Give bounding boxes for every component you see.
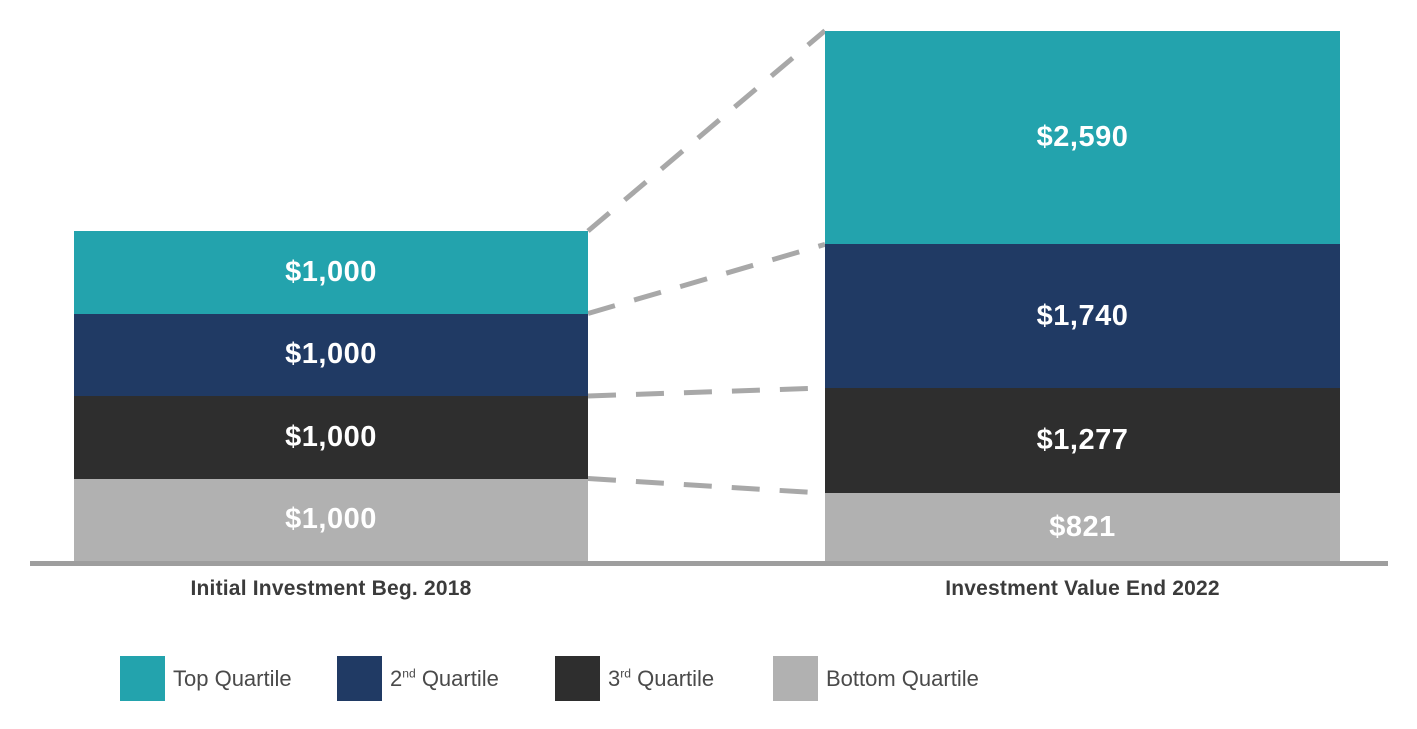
- segment-value-label: $1,000: [285, 255, 377, 288]
- segment-value-label: $1,000: [285, 503, 377, 536]
- legend-label: Top Quartile: [173, 665, 292, 691]
- segment-value-label: $1,277: [1036, 424, 1129, 457]
- dashed-connector-line: [586, 28, 827, 233]
- bar-segment: $1,000: [74, 396, 588, 479]
- bar-segment: $1,277: [825, 387, 1340, 494]
- bar-segment: $1,000: [74, 313, 588, 396]
- legend-swatch: [337, 656, 382, 701]
- dashed-connector-line: [587, 241, 826, 316]
- dashed-connector-line: [587, 385, 826, 399]
- segment-value-label: $821: [1049, 510, 1116, 543]
- bar-segment: $1,000: [74, 478, 588, 561]
- legend-item: Top Quartile: [120, 656, 292, 701]
- bar-segment: $1,000: [74, 231, 588, 314]
- legend-label: 3rd Quartile: [608, 665, 715, 691]
- legend-label: 2nd Quartile: [390, 665, 499, 691]
- category-label-investment-value: Investment Value End 2022: [945, 577, 1220, 600]
- category-label-initial-investment: Initial Investment Beg. 2018: [190, 577, 472, 600]
- segment-value-label: $1,000: [285, 420, 377, 453]
- legend-swatch: [555, 656, 600, 701]
- legend-item: 3rd Quartile: [555, 656, 714, 701]
- bar-segment: $2,590: [825, 30, 1340, 245]
- segment-value-label: $1,000: [285, 338, 377, 371]
- dashed-connector-line: [587, 476, 826, 496]
- segment-value-label: $2,590: [1036, 121, 1129, 154]
- bar-segment: $1,740: [825, 244, 1340, 388]
- legend-label: Bottom Quartile: [826, 665, 979, 691]
- legend-item: 2nd Quartile: [337, 656, 499, 701]
- segment-value-label: $1,740: [1036, 299, 1129, 332]
- legend-swatch: [120, 656, 165, 701]
- legend-swatch: [773, 656, 818, 701]
- x-axis-line: [30, 561, 1388, 566]
- bar-segment: $821: [825, 493, 1340, 561]
- legend-item: Bottom Quartile: [773, 656, 979, 701]
